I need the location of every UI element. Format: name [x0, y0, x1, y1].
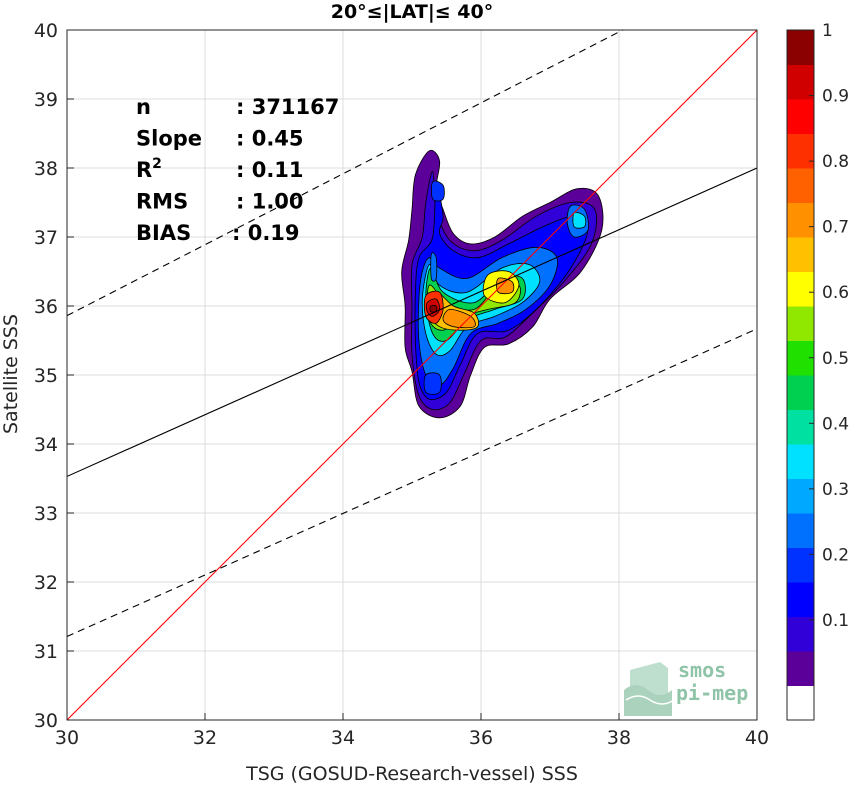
smos-pi-mep-logo: smos pi-mep — [624, 658, 748, 716]
y-tick-label: 37 — [34, 227, 58, 249]
fit-line — [67, 167, 757, 477]
logo-waves-icon — [624, 662, 675, 716]
y-tick-label: 31 — [34, 641, 58, 663]
y-tick-label: 34 — [34, 434, 58, 456]
stats-box: n : 371167 Slope : 0.45 R2 : 0.11 RMS : 1.00 BIA… — [136, 95, 339, 245]
stat-label: R2 — [136, 156, 162, 182]
colorbar-segment — [787, 237, 814, 272]
colorbar-segment — [787, 685, 814, 721]
density-contour-18 — [423, 372, 442, 395]
colorbar-segment — [787, 513, 814, 548]
plot-area — [66, 29, 758, 721]
y-axis-ticks: 30 31 32 33 34 35 36 37 38 39 40 — [34, 20, 74, 732]
chart-title: 20°≤|LAT|≤ 40° — [331, 1, 494, 23]
colorbar-tick-label: 0.4 — [822, 414, 849, 434]
identity-line — [67, 30, 757, 720]
colorbar-segment — [787, 444, 814, 479]
stat-label: RMS — [136, 190, 188, 214]
x-tick-label: 36 — [469, 727, 493, 749]
colorbar-tick-label: 0.2 — [822, 545, 849, 565]
density-contour-16 — [572, 211, 587, 229]
colorbar-segment — [787, 133, 814, 169]
y-tick-label: 33 — [34, 503, 58, 525]
y-tick-label: 39 — [34, 89, 58, 111]
x-tick-label: 30 — [55, 727, 79, 749]
stat-label: BIAS — [136, 221, 191, 245]
colorbar-segment — [787, 30, 814, 65]
x-tick-label: 38 — [607, 727, 631, 749]
colorbar-tick-label: 0.8 — [822, 152, 849, 172]
logo-line1: smos — [678, 658, 726, 682]
colorbar-segment — [787, 202, 814, 238]
stat-label: n — [136, 95, 151, 119]
y-tick-label: 40 — [34, 20, 58, 42]
stat-value: : 371167 — [236, 95, 339, 119]
colorbar-tick-label: 0.6 — [822, 283, 849, 303]
y-tick-label: 32 — [34, 572, 58, 594]
x-tick-label: 34 — [331, 727, 355, 749]
colorbar-tick-label: 0.1 — [822, 611, 849, 631]
stat-value: : 0.11 — [236, 158, 304, 182]
x-tick-label: 32 — [193, 727, 217, 749]
stat-value: : 0.45 — [236, 127, 304, 151]
colorbar-segment — [787, 306, 814, 341]
stat-label: Slope — [136, 127, 202, 151]
colorbar-tick-label: 1 — [822, 21, 833, 41]
colorbar-segment — [787, 168, 814, 203]
colorbar-tick-label: 0.9 — [822, 87, 849, 107]
x-axis-ticks: 30 32 34 36 38 40 — [55, 713, 769, 749]
stat-value: : 1.00 — [236, 190, 304, 214]
density-contour-9 — [442, 308, 476, 329]
colorbar-tick-label: 0.7 — [822, 218, 849, 238]
colorbar-segment — [787, 651, 814, 686]
reference-lines — [67, 30, 757, 720]
colorbar-segment — [787, 409, 814, 445]
density-contour-10 — [496, 277, 515, 295]
density-contour-14 — [430, 252, 438, 282]
colorbar-segment — [787, 99, 814, 134]
y-tick-label: 36 — [34, 296, 58, 318]
x-tick-label: 40 — [745, 727, 769, 749]
colorbar-segment — [787, 375, 814, 410]
colorbar-segment — [787, 547, 814, 583]
colorbar-tick-label: 0.5 — [822, 349, 849, 369]
colorbar-tick-label: 0.3 — [822, 480, 849, 500]
x-axis-label: TSG (GOSUD-Research-vessel) SSS — [245, 763, 578, 785]
colorbar-frame — [786, 29, 815, 721]
y-axis-label: Satellite SSS — [0, 314, 22, 434]
logo-line2: pi-mep — [676, 681, 748, 705]
colorbar: 0.1 0.2 0.3 0.4 0.5 0.6 0.7 0.8 0.9 1 — [786, 21, 849, 721]
lower-line — [67, 328, 757, 638]
upper-line — [67, 30, 624, 317]
colorbar-segment — [787, 616, 814, 652]
colorbar-segment — [787, 271, 814, 307]
colorbar-segment — [787, 478, 814, 514]
density-contour-17 — [431, 180, 445, 202]
y-tick-label: 30 — [34, 710, 58, 732]
y-tick-label: 38 — [34, 158, 58, 180]
y-tick-label: 35 — [34, 365, 58, 387]
colorbar-segment — [787, 582, 814, 617]
colorbar-segment — [787, 64, 814, 100]
stat-value: : 0.19 — [232, 221, 300, 245]
